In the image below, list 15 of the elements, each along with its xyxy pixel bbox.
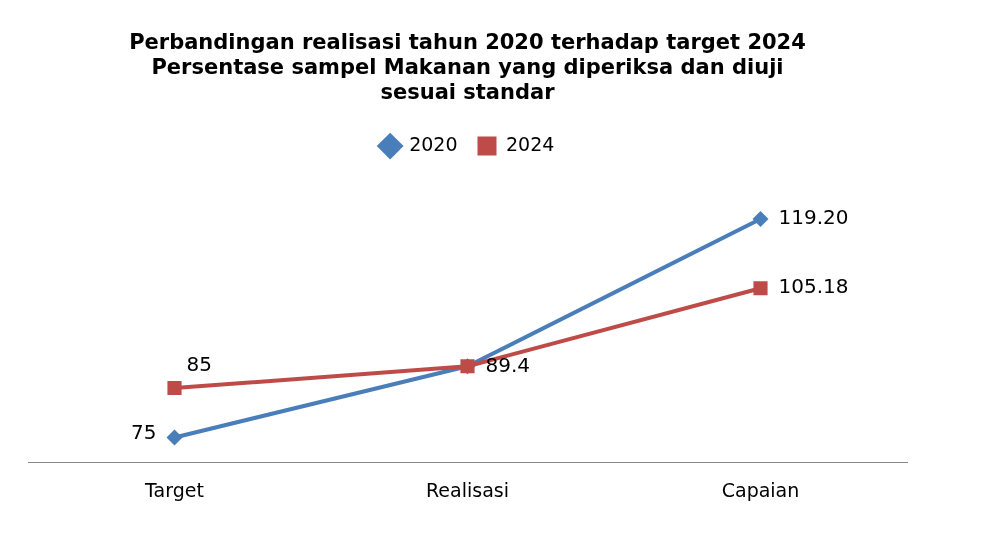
data-label: 85 [186,352,212,377]
data-label: 89.4 [485,352,531,377]
x-tick-label: Realisasi [426,478,509,501]
legend-label: 2024 [506,133,555,156]
point [752,210,769,227]
data-label: 75 [131,419,157,444]
point [166,429,183,446]
legend-label: 2020 [409,133,458,156]
chart-title: Perbandingan realisasi tahun 2020 terhadap target 2024 Persentase sampel Makanan yang diperiksa dan diuji sesuai standar [129,30,806,105]
point [753,281,768,296]
data-label: 105.18 [778,274,849,299]
data-label: 119.20 [778,205,849,230]
x-tick-label: Capaian [721,478,800,501]
point [167,380,182,396]
x-tick-label: Target [144,478,204,501]
